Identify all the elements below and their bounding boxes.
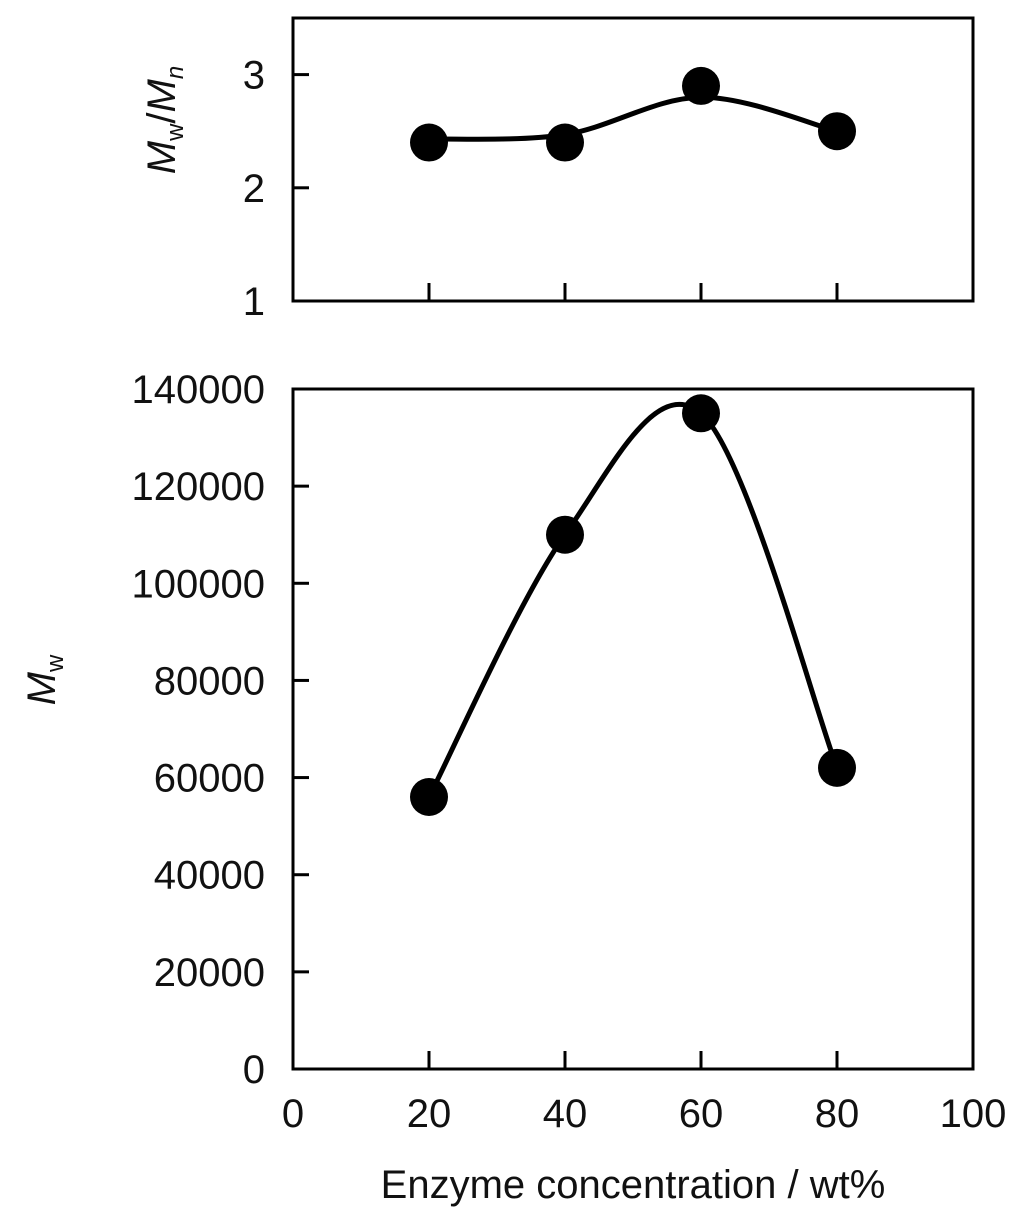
bottom-y-tick-label: 60000 bbox=[154, 757, 265, 801]
molecular-weight-panel: 020000400006000080000100000120000140000 … bbox=[20, 368, 1006, 1207]
bottom-x-tick-label: 40 bbox=[543, 1092, 588, 1136]
bottom-data-point bbox=[818, 748, 856, 787]
bottom-y-tick-label: 140000 bbox=[132, 368, 265, 412]
top-data-points bbox=[410, 66, 856, 162]
bottom-x-tick-label: 60 bbox=[679, 1092, 724, 1136]
bottom-x-tick-label: 100 bbox=[940, 1092, 1007, 1136]
bottom-y-tick-label: 120000 bbox=[132, 465, 265, 509]
bottom-y-tick-label: 100000 bbox=[132, 562, 265, 606]
top-data-point bbox=[818, 112, 856, 151]
top-data-point bbox=[682, 66, 720, 105]
bottom-data-point bbox=[410, 778, 448, 816]
bottom-x-tick-label: 0 bbox=[282, 1092, 304, 1136]
bottom-plot-frame bbox=[291, 387, 975, 1071]
top-data-point bbox=[546, 123, 584, 162]
top-ticks bbox=[293, 73, 839, 303]
bottom-data-point bbox=[682, 394, 720, 433]
polydispersity-panel: 1 2 3 Mw/Mn bbox=[140, 16, 975, 324]
bottom-ticks bbox=[291, 387, 975, 1071]
top-y-tick-labels: 1 2 3 bbox=[243, 54, 265, 324]
top-fit-curve bbox=[428, 94, 838, 142]
bottom-x-tick-labels: 0 20 40 60 80 100 bbox=[282, 1092, 1007, 1136]
bottom-fit-curve bbox=[426, 402, 840, 799]
top-y-tick-label: 2 bbox=[243, 167, 265, 211]
bottom-y-axis-label: Mw bbox=[20, 654, 69, 705]
top-y-tick-label: 3 bbox=[243, 54, 265, 98]
bottom-data-points bbox=[410, 394, 856, 816]
bottom-y-tick-label: 40000 bbox=[154, 854, 265, 898]
bottom-data-point bbox=[546, 515, 584, 554]
bottom-y-tick-labels: 0 20000 40000 60000 80000 100000 120000 140000 bbox=[132, 368, 265, 1092]
bottom-x-tick-label: 20 bbox=[407, 1092, 452, 1136]
bottom-y-tick-label: 0 bbox=[243, 1048, 265, 1092]
bottom-y-tick-label: 20000 bbox=[154, 951, 265, 995]
bottom-y-tick-label: 80000 bbox=[154, 659, 265, 703]
top-plot-frame bbox=[291, 16, 975, 303]
top-y-tick-label: 1 bbox=[243, 280, 265, 324]
x-axis-label: Enzyme concentration / wt% bbox=[381, 1163, 886, 1207]
top-y-axis-label: Mw/Mn bbox=[140, 66, 189, 174]
bottom-x-tick-label: 80 bbox=[815, 1092, 860, 1136]
top-data-point bbox=[410, 123, 448, 162]
